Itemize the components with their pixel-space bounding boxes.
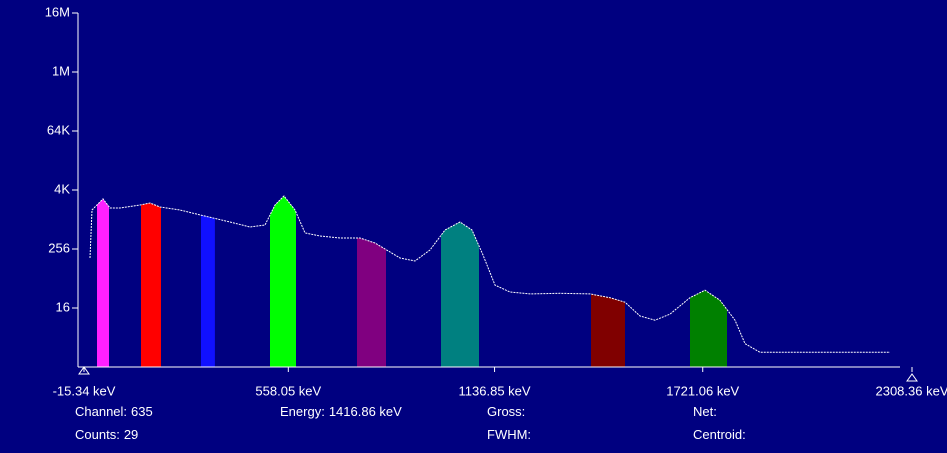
status-label: Net: (693, 404, 717, 419)
x-tick-label: 1136.85 keV (459, 383, 531, 398)
y-tick-label: 64K (47, 122, 70, 137)
status-field: Gross: (487, 404, 525, 419)
roi-region (270, 196, 296, 367)
roi-region (201, 215, 215, 367)
x-tick-label: 2308.36 keV (875, 383, 947, 398)
y-tick-label: 256 (48, 240, 70, 255)
y-tick-label: 1M (52, 63, 70, 78)
status-field: FWHM: (487, 427, 531, 442)
status-field: Energy: 1416.86 keV (280, 404, 402, 419)
y-tick-label: 16M (45, 4, 70, 19)
end-marker (906, 373, 918, 382)
status-label: Energy: (280, 404, 325, 419)
status-field: Counts: 29 (75, 427, 138, 442)
status-field: Channel: 635 (75, 404, 153, 419)
status-label: Counts: (75, 427, 120, 442)
roi-region (690, 290, 727, 367)
status-label: Channel: (75, 404, 128, 419)
x-tick-label: -15.34 keV (53, 383, 116, 398)
roi-region (591, 294, 625, 367)
roi-region (357, 238, 386, 367)
status-label: FWHM: (487, 427, 532, 442)
status-field: Centroid: (693, 427, 746, 442)
y-tick-label: 16 (56, 299, 70, 314)
start-marker (78, 366, 90, 375)
x-tick-label: 558.05 keV (255, 383, 321, 398)
status-value: 1416.86 keV (328, 404, 402, 419)
roi-region (141, 203, 161, 367)
status-value: 29 (123, 427, 139, 442)
status-field: Net: (693, 404, 717, 419)
spectrum-line (89, 195, 890, 353)
roi-region (441, 222, 479, 367)
y-tick-label: 4K (54, 181, 70, 196)
status-label: Centroid: (693, 427, 746, 442)
x-tick-label: 1721.06 keV (666, 383, 739, 398)
roi-region (97, 199, 109, 367)
status-label: Gross: (487, 404, 526, 419)
status-value: 635 (131, 404, 153, 419)
